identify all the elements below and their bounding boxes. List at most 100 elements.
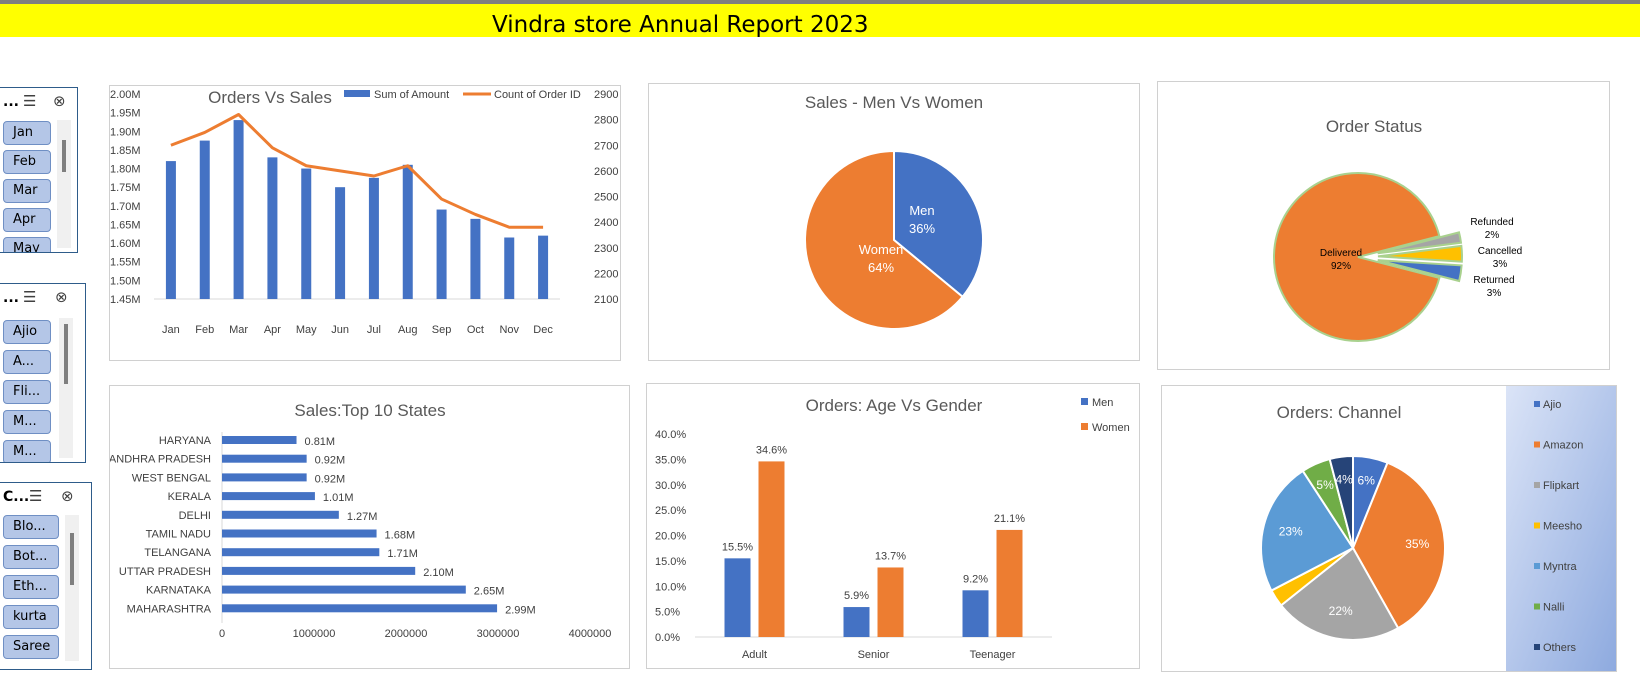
- y-tick-label: TELANGANA: [144, 547, 211, 559]
- chart-svg: Orders: Age Vs Gender 0.0% 5.0% 10.0% 15.0% 2…: [655, 396, 1130, 661]
- slicer-item-meesho[interactable]: M...: [3, 410, 51, 434]
- bar: [222, 585, 466, 594]
- legend-label: Women: [1092, 422, 1130, 434]
- scroll-thumb[interactable]: [64, 324, 68, 384]
- legend-label: Others: [1543, 642, 1577, 654]
- slicer-scrollbar[interactable]: [65, 515, 79, 661]
- slice-label: Delivered: [1320, 248, 1362, 259]
- bar: [368, 177, 379, 299]
- slice-label: Women: [859, 242, 904, 257]
- x-tick-label: 4000000: [569, 628, 612, 640]
- bar: [199, 140, 210, 299]
- x-tick-label: Teenager: [970, 649, 1016, 661]
- data-label: 0.92M: [315, 473, 346, 485]
- data-label: 1.27M: [347, 511, 378, 523]
- slicer-title: C...: [3, 489, 30, 505]
- data-label: 15.5%: [722, 541, 753, 553]
- slicer-title: ...: [3, 290, 19, 306]
- slice-value-label: 35%: [1405, 537, 1429, 551]
- legend-swatch: [1534, 644, 1540, 650]
- legend-label: Nalli: [1543, 602, 1564, 614]
- legend-label: Count of Order ID: [494, 89, 581, 101]
- y-tick-label: 1.65M: [110, 219, 141, 231]
- y-tick-label: 40.0%: [655, 429, 686, 441]
- chart-svg: Order Status Delivered 92% Refunded 2% Cancel…: [1273, 117, 1522, 342]
- chart-title: Orders: Channel: [1277, 403, 1402, 422]
- bar: [335, 187, 346, 299]
- bar: [222, 492, 315, 501]
- chart-title: Orders: Age Vs Gender: [806, 396, 983, 415]
- y-tick-label: 1.55M: [110, 257, 141, 269]
- chart-svg: Sales - Men Vs Women Men 36% Women 64%: [804, 93, 984, 330]
- pie-slice: [1377, 244, 1463, 263]
- bar: [758, 461, 785, 637]
- legend-label: Ajio: [1543, 399, 1561, 411]
- chart-svg: Sales:Top 10 States HARYANA 0.81M ANDHRA PR…: [109, 401, 612, 640]
- multi-select-icon[interactable]: ☰: [29, 487, 43, 505]
- slice-value-label: 22%: [1329, 604, 1353, 618]
- legend-panel: [1506, 386, 1616, 671]
- slicer-item-may[interactable]: May: [3, 237, 51, 252]
- y-tick-label: 0.0%: [655, 632, 680, 644]
- scroll-thumb[interactable]: [62, 140, 66, 172]
- slicer-item-kurta[interactable]: kurta: [3, 605, 59, 629]
- slicer-title: ...: [3, 94, 19, 110]
- y2-tick-label: 2100: [594, 294, 618, 306]
- pie-slice: [893, 149, 984, 299]
- slice-value-label: 64%: [868, 260, 894, 275]
- y-tick-label: 1.45M: [110, 294, 141, 306]
- data-label: 13.7%: [875, 550, 906, 562]
- slicer-item-ajio[interactable]: Ajio: [3, 320, 51, 344]
- slicer-item-ethnic[interactable]: Eth...: [3, 575, 59, 599]
- y-tick-label: 1.75M: [110, 182, 141, 194]
- legend-label: Myntra: [1543, 561, 1578, 573]
- data-label: 1.71M: [387, 548, 418, 560]
- x-tick-label: Jul: [367, 324, 381, 336]
- slicer-item-saree[interactable]: Saree: [3, 635, 59, 659]
- slicer-item-jan[interactable]: Jan: [3, 121, 51, 145]
- slicer-item-amazon[interactable]: A...: [3, 350, 51, 374]
- clear-filter-icon[interactable]: ⊗: [55, 288, 68, 306]
- sales-gender-chart[interactable]: Sales - Men Vs Women Men 36% Women 64%: [648, 83, 1140, 361]
- y-tick-label: 10.0%: [655, 581, 686, 593]
- x-tick-label: Senior: [858, 649, 890, 661]
- x-tick-label: Nov: [499, 324, 519, 336]
- multi-select-icon[interactable]: ☰: [23, 92, 37, 110]
- legend-swatch: [1534, 401, 1540, 407]
- category-slicer[interactable]: C... ☰ ⊗ Blo... Bot... Eth... kurta Sare…: [0, 482, 92, 670]
- y2-tick-label: 2300: [594, 243, 618, 255]
- data-label: 5.9%: [844, 590, 869, 602]
- x-tick-label: Apr: [264, 324, 281, 336]
- month-slicer[interactable]: ... ☰ ⊗ Jan Feb Mar Apr May: [0, 87, 78, 253]
- slicer-item-flipkart[interactable]: Fli...: [3, 380, 51, 404]
- slicer-item-apr[interactable]: Apr: [3, 208, 51, 232]
- x-tick-label: Jan: [162, 324, 180, 336]
- slice-label: Returned: [1473, 275, 1514, 286]
- clear-filter-icon[interactable]: ⊗: [53, 92, 66, 110]
- age-gender-chart[interactable]: Orders: Age Vs Gender 0.0% 5.0% 10.0% 15.0% 2…: [646, 383, 1140, 669]
- orders-vs-sales-chart[interactable]: Orders Vs Sales 1.45M 1.50M 1.55M 1.60M 1.65M…: [109, 85, 621, 361]
- slicer-item-bottom[interactable]: Bot...: [3, 545, 59, 569]
- slicer-item-mar[interactable]: Mar: [3, 179, 51, 203]
- y-tick-label: 15.0%: [655, 556, 686, 568]
- slicer-item-blouse[interactable]: Blo...: [3, 515, 59, 539]
- y2-tick-label: 2400: [594, 217, 618, 229]
- slicer-item-myntra[interactable]: M...: [3, 440, 51, 462]
- multi-select-icon[interactable]: ☰: [23, 288, 37, 306]
- slicer-item-feb[interactable]: Feb: [3, 150, 51, 174]
- clear-filter-icon[interactable]: ⊗: [61, 487, 74, 505]
- slicer-scrollbar[interactable]: [57, 120, 71, 248]
- channel-slicer[interactable]: ... ☰ ⊗ Ajio A... Fli... M... M...: [0, 283, 86, 463]
- slicer-scrollbar[interactable]: [59, 318, 73, 458]
- slice-value-label: 6%: [1358, 473, 1376, 487]
- y-tick-label: 35.0%: [655, 454, 686, 466]
- top-states-chart[interactable]: Sales:Top 10 States HARYANA 0.81M ANDHRA PR…: [109, 385, 630, 669]
- bar: [402, 164, 413, 299]
- order-status-chart[interactable]: Order Status Delivered 92% Refunded 2% Cancel…: [1157, 81, 1610, 370]
- channel-chart[interactable]: Orders: Channel 6% 35% 22% 23% 5% 4% Ajio Amazon…: [1161, 385, 1617, 672]
- series-line: [170, 113, 544, 229]
- bar: [222, 604, 498, 613]
- slicer-header: C... ☰ ⊗: [0, 483, 91, 511]
- y-tick-label: ANDHRA PRADESH: [110, 454, 211, 466]
- scroll-thumb[interactable]: [70, 533, 74, 585]
